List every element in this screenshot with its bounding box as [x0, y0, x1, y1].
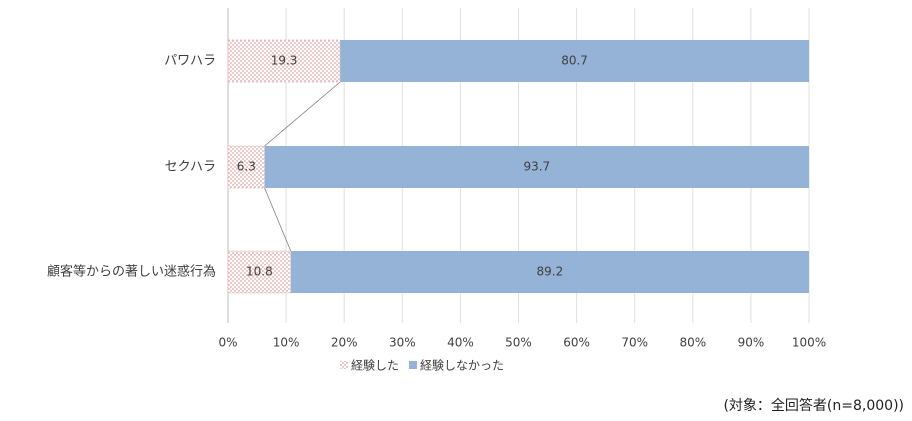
x-tick-label: 60%: [563, 336, 590, 350]
value-label: 19.3: [271, 54, 298, 68]
bar-segment: [340, 40, 809, 82]
legend-swatch: [409, 361, 418, 369]
x-tick-label: 90%: [738, 336, 765, 350]
legend-label: 経験した: [351, 358, 399, 373]
bar-segment: [264, 146, 809, 188]
bar-segment: [227, 250, 292, 294]
category-label: セクハラ: [165, 160, 216, 175]
x-tick-label: 100%: [792, 336, 826, 350]
x-tick-label: 0%: [218, 336, 237, 350]
x-tick-label: 70%: [621, 336, 648, 350]
x-tick-label: 40%: [447, 336, 474, 350]
category-label: 顧客等からの著しい迷惑行為: [47, 264, 216, 280]
series-line: [264, 81, 341, 147]
x-tick-label: 30%: [389, 336, 416, 350]
bar-segment: [227, 39, 341, 83]
series-line: [264, 187, 292, 252]
legend-swatch: [340, 361, 348, 369]
value-label: 6.3: [237, 160, 256, 174]
bar-segment: [290, 251, 809, 293]
x-tick-label: 80%: [679, 336, 706, 350]
x-tick-label: 50%: [505, 336, 532, 350]
x-tick-label: 20%: [331, 336, 358, 350]
value-label: 93.7: [523, 160, 550, 174]
x-tick-label: 10%: [273, 336, 300, 350]
category-label: パワハラ: [164, 54, 216, 69]
note: (対象：全回答者(n=8,000)): [723, 397, 904, 414]
value-label: 89.2: [537, 265, 564, 279]
bar-segment: [227, 145, 266, 189]
legend-label: 経験しなかった: [420, 358, 504, 373]
value-label: 10.8: [246, 265, 273, 279]
value-label: 80.7: [561, 54, 588, 68]
